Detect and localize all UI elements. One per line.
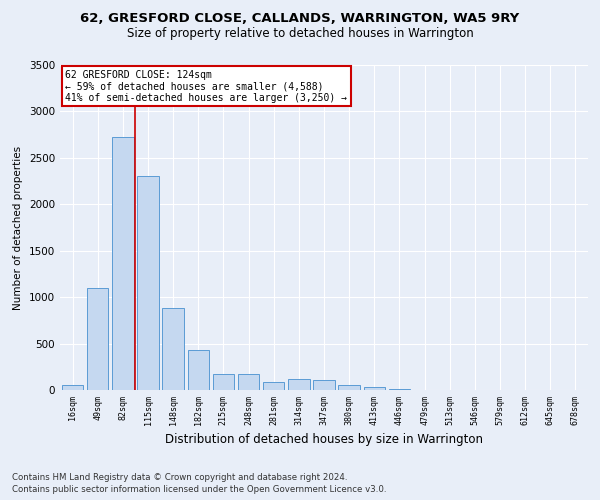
Bar — [137, 176, 158, 390]
Bar — [213, 374, 234, 390]
Bar — [338, 386, 360, 390]
Bar — [389, 388, 410, 390]
Bar — [188, 350, 209, 390]
Text: Size of property relative to detached houses in Warrington: Size of property relative to detached ho… — [127, 28, 473, 40]
Bar — [313, 380, 335, 390]
Bar — [62, 386, 83, 390]
X-axis label: Distribution of detached houses by size in Warrington: Distribution of detached houses by size … — [165, 433, 483, 446]
Text: 62 GRESFORD CLOSE: 124sqm
← 59% of detached houses are smaller (4,588)
41% of se: 62 GRESFORD CLOSE: 124sqm ← 59% of detac… — [65, 70, 347, 103]
Bar — [238, 374, 259, 390]
Bar — [364, 387, 385, 390]
Bar — [112, 136, 134, 390]
Text: Contains public sector information licensed under the Open Government Licence v3: Contains public sector information licen… — [12, 485, 386, 494]
Y-axis label: Number of detached properties: Number of detached properties — [13, 146, 23, 310]
Text: 62, GRESFORD CLOSE, CALLANDS, WARRINGTON, WA5 9RY: 62, GRESFORD CLOSE, CALLANDS, WARRINGTON… — [80, 12, 520, 26]
Bar — [87, 288, 109, 390]
Bar — [263, 382, 284, 390]
Text: Contains HM Land Registry data © Crown copyright and database right 2024.: Contains HM Land Registry data © Crown c… — [12, 472, 347, 482]
Bar — [288, 379, 310, 390]
Bar — [163, 308, 184, 390]
